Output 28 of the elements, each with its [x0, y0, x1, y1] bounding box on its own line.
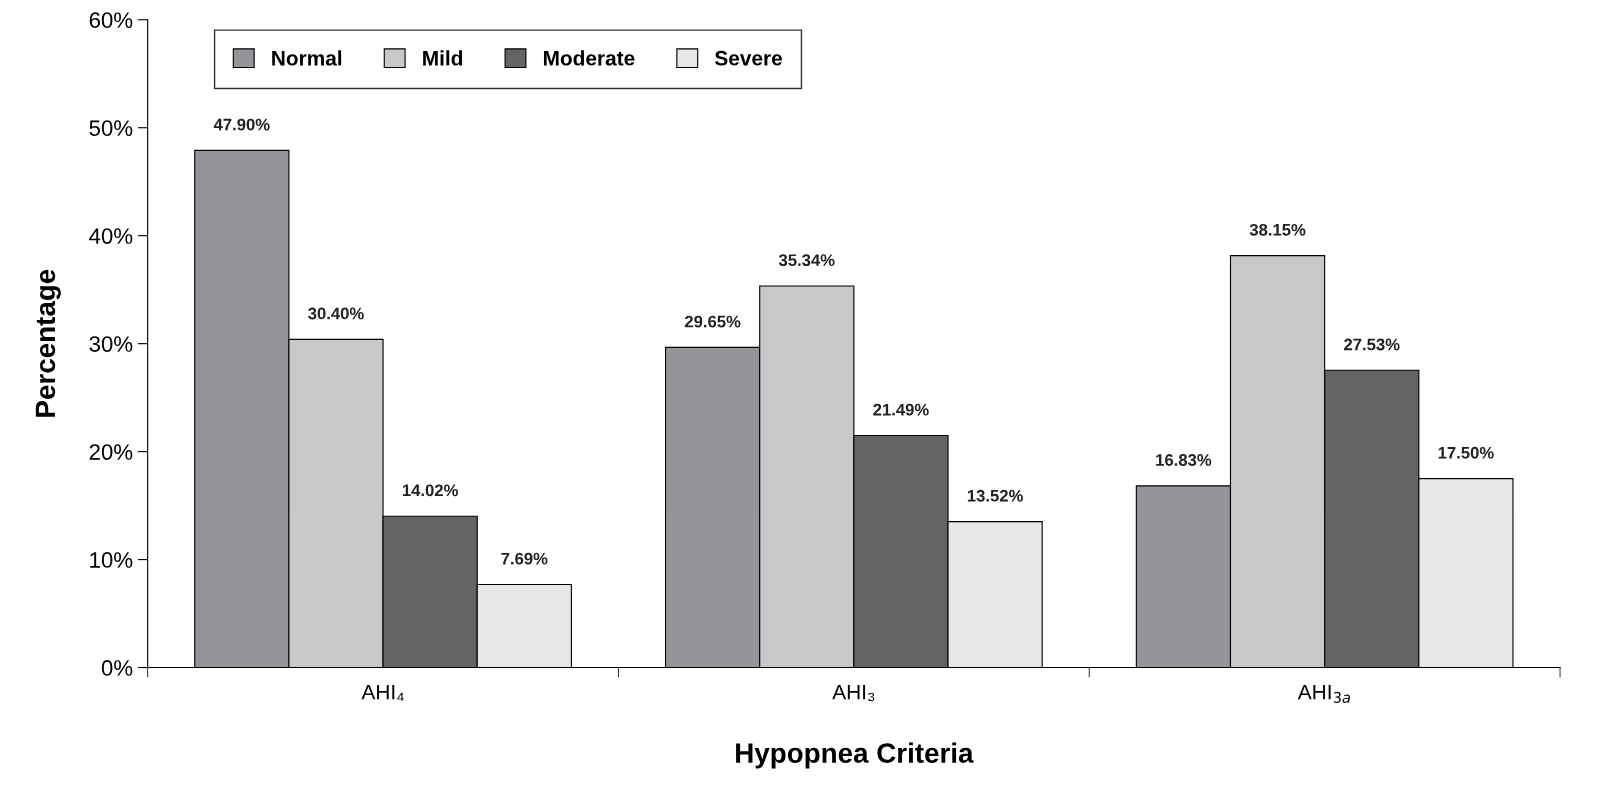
y-tick-label: 60% [89, 12, 133, 29]
y-tick-label: 0% [101, 660, 133, 676]
data-label: 7.69% [501, 552, 548, 565]
x-axis-title: Hypopnea Criteria [736, 742, 974, 769]
y-tick-label: 20% [89, 444, 133, 460]
legend-label: Mild [423, 50, 463, 66]
y-tick-label: 30% [89, 336, 133, 352]
data-label: 38.15% [1249, 223, 1306, 236]
y-tick-label: 40% [89, 228, 133, 244]
legend-label: Severe [714, 50, 782, 66]
x-tick-label: AHI₃ [832, 684, 875, 702]
data-label: 16.83% [1156, 454, 1212, 466]
legend-label: Moderate [543, 50, 635, 66]
data-label: 27.53% [1344, 338, 1400, 351]
y-axis-title: Percentage [35, 269, 61, 417]
data-label: 14.02% [402, 484, 458, 497]
data-label: 35.34% [778, 254, 835, 267]
y-tick-label: 10% [90, 552, 133, 568]
data-label: 47.90% [213, 118, 270, 131]
data-label: 17.50% [1438, 446, 1494, 459]
y-tick-label: 50% [89, 120, 133, 136]
data-label: 21.49% [873, 403, 929, 416]
data-label: 13.52% [967, 489, 1023, 502]
data-label: 30.40% [308, 307, 364, 320]
x-tick-label: AHI₄ [361, 684, 404, 702]
legend-label: Normal [272, 50, 342, 66]
x-tick-label: AHI$_{3a}$ [1297, 684, 1350, 703]
data-label: 29.65% [684, 315, 741, 328]
